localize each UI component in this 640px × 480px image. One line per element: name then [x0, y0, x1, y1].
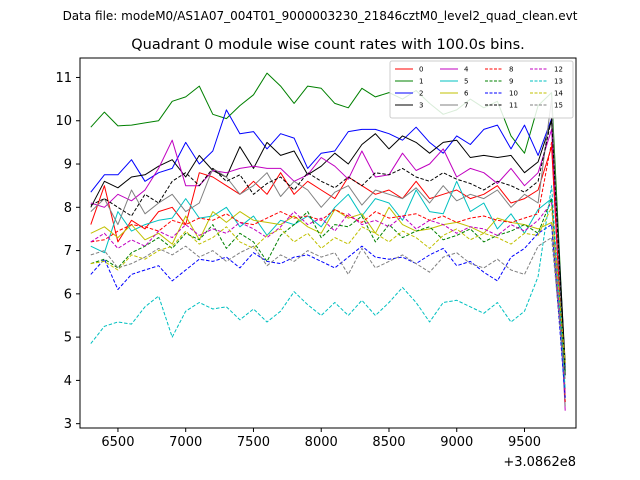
series-line-6: [90, 206, 566, 390]
legend-label-11: 11: [509, 102, 518, 110]
series-line-13: [90, 185, 566, 390]
series-line-10: [90, 224, 566, 398]
series-line-11: [90, 118, 566, 377]
y-tick-label: 11: [55, 71, 72, 86]
series-line-0: [90, 146, 566, 398]
x-tick-label: 6500: [101, 435, 134, 450]
legend-label-10: 10: [509, 90, 518, 98]
legend-label-7: 7: [464, 102, 468, 110]
y-tick-label: 7: [64, 244, 72, 259]
figure-suptitle: Data file: modeM0/AS1A07_004T01_90000032…: [63, 9, 578, 23]
y-tick-label: 4: [64, 374, 72, 389]
x-tick-label: 9500: [508, 435, 541, 450]
x-axis-offset-label: +3.0862e8: [503, 455, 576, 470]
legend-box: [389, 60, 574, 119]
x-tick-label: 8000: [305, 435, 338, 450]
legend-label-6: 6: [464, 90, 469, 98]
y-tick-label: 3: [64, 417, 72, 432]
legend-label-4: 4: [464, 66, 469, 74]
series-layer: [90, 72, 566, 411]
axes-frame: [79, 57, 577, 429]
series-line-15: [90, 237, 566, 381]
chart-title: Quadrant 0 module wise count rates with …: [131, 37, 525, 53]
legend-label-13: 13: [554, 78, 563, 86]
legend-label-3: 3: [419, 102, 423, 110]
series-line-12: [90, 202, 566, 394]
series-line-2: [90, 109, 566, 368]
y-tick-label: 8: [64, 201, 72, 216]
legend-label-14: 14: [554, 90, 563, 98]
series-line-8: [90, 141, 566, 403]
y-axis-ticks: 3 4 5 6 7 8 9 10 11: [55, 71, 80, 432]
series-line-7: [90, 98, 566, 407]
y-tick-label: 5: [64, 331, 72, 346]
plot-area: 6500 7000 7500 8000 8500 9000 9500 34567891011…: [55, 57, 577, 470]
y-tick-label: 6: [64, 287, 72, 302]
x-tick-label: 7500: [237, 435, 270, 450]
series-line-4: [90, 128, 566, 411]
x-tick-label: 7000: [169, 435, 202, 450]
legend-label-2: 2: [419, 90, 423, 98]
series-line-14: [90, 206, 566, 364]
legend-label-1: 1: [419, 78, 423, 86]
x-tick-label: 8500: [372, 435, 405, 450]
x-tick-label: 9000: [440, 435, 473, 450]
legend-label-0: 0: [419, 66, 423, 74]
y-tick-label: 9: [64, 158, 72, 173]
series-line-5: [90, 180, 566, 403]
y-tick-label: 10: [55, 114, 72, 129]
legend-label-5: 5: [464, 78, 468, 86]
legend-label-8: 8: [509, 66, 513, 74]
series-line-3: [90, 120, 566, 364]
legend-label-12: 12: [554, 66, 563, 74]
legend-label-9: 9: [509, 78, 513, 86]
legend-label-15: 15: [554, 102, 563, 110]
x-axis-ticks: 6500 7000 7500 8000 8500 9000 9500: [101, 428, 541, 450]
